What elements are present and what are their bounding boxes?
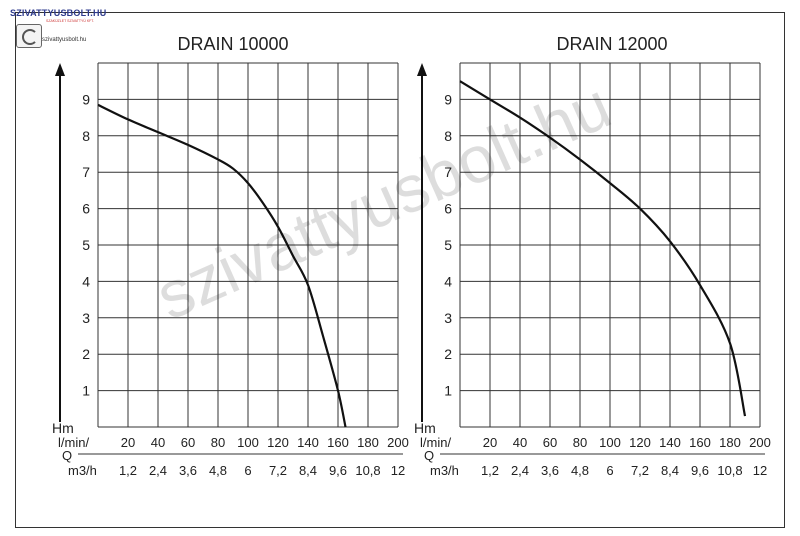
chart2-y-tick: 8 — [444, 128, 452, 144]
chart1-y-tick: 5 — [82, 237, 90, 253]
chart1-x-tick-lmin: 200 — [387, 435, 409, 450]
chart2-x-tick-m3h: 3,6 — [541, 463, 559, 478]
chart2-y-tick: 1 — [444, 383, 452, 399]
chart1-x-tick-lmin: 20 — [121, 435, 135, 450]
chart2-x-tick-m3h: 12 — [753, 463, 767, 478]
chart1-x-tick-m3h: 12 — [391, 463, 405, 478]
chart2-xlabel: Q — [424, 448, 434, 463]
chart1-x-tick-lmin: 60 — [181, 435, 195, 450]
chart2-x-tick-lmin: 80 — [573, 435, 587, 450]
logo: SZIVATTYUSBOLT.HU SZAKÜZLET SZIVATTYÚ KF… — [10, 8, 106, 52]
chart1-x-tick-lmin: 80 — [211, 435, 225, 450]
chart2-y-tick: 3 — [444, 310, 452, 326]
chart2-x-tick-m3h: 8,4 — [661, 463, 679, 478]
chart2-x-tick-lmin: 160 — [689, 435, 711, 450]
pump-logo-icon — [16, 24, 42, 48]
chart1-x-tick-m3h: 1,2 — [119, 463, 137, 478]
chart2-x-tick-lmin: 120 — [629, 435, 651, 450]
chart2-x-tick-lmin: 60 — [543, 435, 557, 450]
chart2-title: DRAIN 12000 — [556, 34, 667, 54]
chart2-x-tick-lmin: 20 — [483, 435, 497, 450]
chart2-x-tick-m3h: 6 — [606, 463, 613, 478]
chart1-xlabel: Q — [62, 448, 72, 463]
chart1-m3h-unit-label: m3/h — [68, 463, 97, 478]
chart1-x-tick-m3h: 4,8 — [209, 463, 227, 478]
chart2-m3h-unit-label: m3/h — [430, 463, 459, 478]
chart2-x-tick-m3h: 10,8 — [717, 463, 742, 478]
chart2-y-axis-arrow — [417, 63, 427, 76]
chart2-y-tick: 6 — [444, 201, 452, 217]
chart2-x-tick-lmin: 200 — [749, 435, 771, 450]
chart1-x-tick-m3h: 8,4 — [299, 463, 317, 478]
chart1-ylabel: Hm — [52, 420, 74, 436]
chart2-y-tick: 2 — [444, 346, 452, 362]
chart2-performance-curve — [459, 80, 747, 417]
chart2-x-tick-lmin: 100 — [599, 435, 621, 450]
chart1-y-tick: 6 — [82, 201, 90, 217]
chart2-x-tick-m3h: 7,2 — [631, 463, 649, 478]
chart2-x-tick-lmin: 140 — [659, 435, 681, 450]
chart1-x-tick-lmin: 140 — [297, 435, 319, 450]
chart1-x-tick-lmin: 120 — [267, 435, 289, 450]
chart1-x-tick-m3h: 7,2 — [269, 463, 287, 478]
chart1-x-tick-m3h: 2,4 — [149, 463, 167, 478]
chart1-y-axis-arrow — [55, 63, 65, 76]
chart1-x-tick-m3h: 9,6 — [329, 463, 347, 478]
chart2-y-tick: 5 — [444, 237, 452, 253]
chart1-y-tick: 1 — [82, 383, 90, 399]
chart2-y-tick: 4 — [444, 273, 452, 289]
chart1-y-tick: 2 — [82, 346, 90, 362]
logo-site: szivattyusbolt.hu — [42, 37, 87, 43]
chart2-flow-unit-label: l/min/ — [420, 435, 451, 450]
chart-frame — [15, 12, 785, 528]
logo-brand: SZIVATTYUSBOLT.HU — [10, 8, 107, 18]
chart2-x-tick-lmin: 180 — [719, 435, 741, 450]
chart2-x-tick-m3h: 1,2 — [481, 463, 499, 478]
chart1-x-tick-lmin: 180 — [357, 435, 379, 450]
chart2-y-tick: 9 — [444, 91, 452, 107]
chart1-performance-curve — [97, 103, 347, 428]
chart1-y-tick: 7 — [82, 164, 90, 180]
chart1-y-tick: 9 — [82, 91, 90, 107]
chart1-y-tick: 8 — [82, 128, 90, 144]
chart1-title: DRAIN 10000 — [177, 34, 288, 54]
chart2-y-tick: 7 — [444, 164, 452, 180]
logo-tagline: SZAKÜZLET SZIVATTYÚ KFT. — [46, 19, 95, 23]
chart1-y-tick: 3 — [82, 310, 90, 326]
chart2-x-tick-m3h: 9,6 — [691, 463, 709, 478]
chart2-x-tick-m3h: 2,4 — [511, 463, 529, 478]
chart2-ylabel: Hm — [414, 420, 436, 436]
chart2-x-tick-m3h: 4,8 — [571, 463, 589, 478]
chart1-x-tick-m3h: 3,6 — [179, 463, 197, 478]
chart2-x-tick-lmin: 40 — [513, 435, 527, 450]
chart1-flow-unit-label: l/min/ — [58, 435, 89, 450]
chart1-x-tick-m3h: 10,8 — [355, 463, 380, 478]
chart1-x-tick-lmin: 100 — [237, 435, 259, 450]
chart1-x-tick-lmin: 40 — [151, 435, 165, 450]
chart1-x-tick-m3h: 6 — [244, 463, 251, 478]
chart1-y-tick: 4 — [82, 273, 90, 289]
chart1-x-tick-lmin: 160 — [327, 435, 349, 450]
